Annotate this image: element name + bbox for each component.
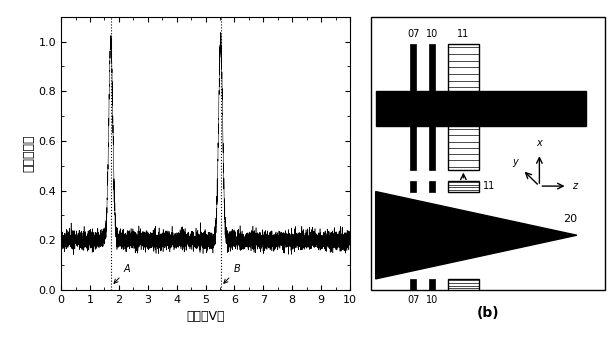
Bar	[429, 279, 434, 290]
Bar	[448, 279, 478, 290]
Text: 10: 10	[426, 29, 438, 39]
X-axis label: 电压（V）: 电压（V）	[186, 310, 225, 323]
Bar	[429, 44, 434, 91]
Text: y: y	[512, 157, 518, 167]
Text: 11: 11	[457, 29, 469, 39]
Text: x: x	[536, 138, 543, 148]
Bar	[448, 44, 478, 91]
Polygon shape	[376, 191, 577, 279]
Text: 10: 10	[426, 295, 438, 305]
Text: (b): (b)	[477, 306, 499, 320]
Bar	[448, 126, 478, 170]
Bar	[410, 126, 416, 170]
Bar	[410, 279, 416, 290]
Bar	[376, 91, 586, 126]
Text: A: A	[114, 265, 130, 283]
Text: 07: 07	[407, 295, 419, 305]
Y-axis label: 归一化光强: 归一化光强	[23, 134, 35, 172]
Text: 20: 20	[563, 214, 577, 224]
Text: z: z	[572, 181, 577, 191]
Text: B: B	[224, 265, 240, 283]
Bar	[448, 181, 478, 191]
Text: 07: 07	[407, 29, 419, 39]
Text: 19: 19	[551, 103, 565, 113]
Text: 11: 11	[483, 181, 496, 191]
Bar	[429, 181, 434, 191]
Bar	[410, 44, 416, 91]
Bar	[410, 181, 416, 191]
Bar	[429, 126, 434, 170]
